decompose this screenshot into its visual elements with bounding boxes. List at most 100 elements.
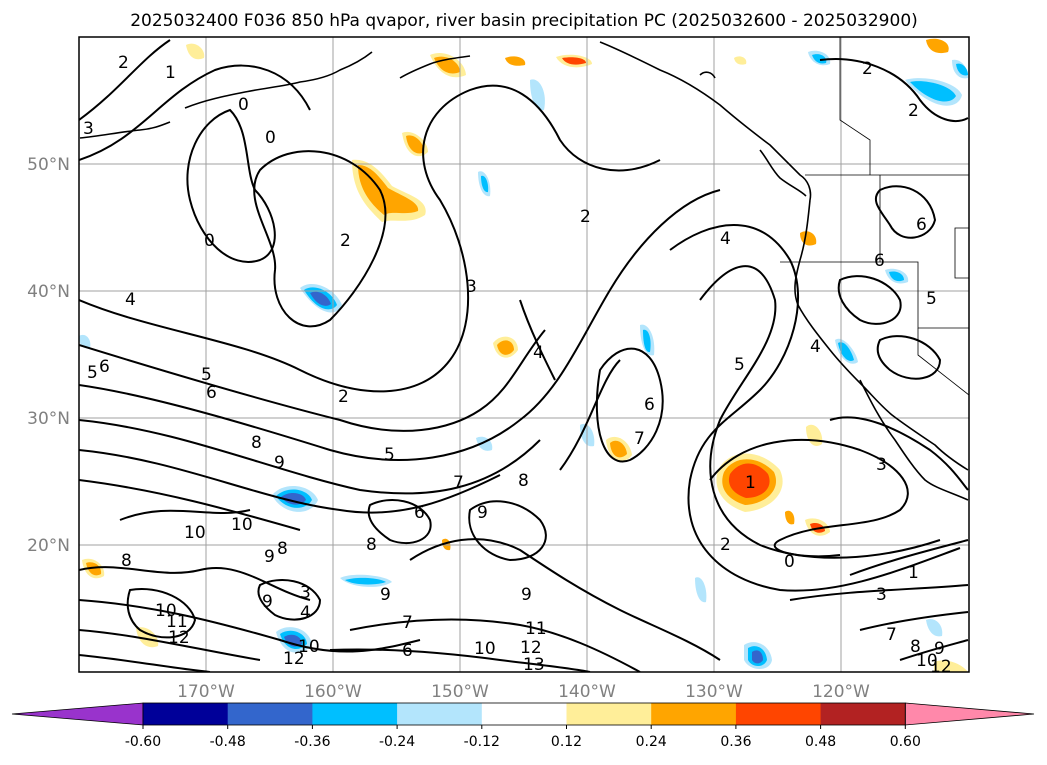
negative-anomaly-patch [926, 618, 943, 637]
lat-label: 40°N [27, 282, 70, 302]
negative-anomaly-patch [812, 54, 827, 64]
colorbar-frame [142, 702, 906, 726]
contour-label: 9 [934, 639, 945, 659]
positive-anomaly-patch [358, 165, 419, 215]
colorbar: -0.60 -0.48 -0.36 -0.24 -0.12 0.12 0.24 0.36 0.4… [11, 702, 1035, 750]
contour-label: 7 [402, 613, 413, 633]
contour-label: 4 [533, 343, 544, 363]
contour-label: 11 [166, 612, 188, 632]
contour-label: 7 [453, 473, 464, 493]
contour-label: 5 [734, 355, 745, 375]
contour-label: 9 [380, 585, 391, 605]
contour-label: 1 [165, 63, 176, 83]
contour-label: 10 [298, 637, 320, 657]
contour-label: 4 [300, 603, 311, 623]
figure-title: 2025032400 F036 850 hPa qvapor, river ba… [130, 11, 918, 31]
contour-label: 10 [155, 601, 177, 621]
contour-label: 5 [384, 445, 395, 465]
positive-anomaly-patch [562, 57, 586, 65]
lon-label: 130°W [685, 682, 743, 702]
contour-label: 2 [340, 231, 351, 251]
colorbar-ticks: -0.60 -0.48 -0.36 -0.24 -0.12 0.12 0.24 0.36 0.4… [125, 725, 921, 750]
contour-label: 9 [274, 453, 285, 473]
contour-label: 2 [580, 207, 591, 227]
colorbar-segment [143, 703, 229, 725]
contour-label: 7 [634, 429, 645, 449]
negative-anomaly-patch [281, 493, 306, 505]
contour-label: 4 [810, 337, 821, 357]
contour-label: 8 [121, 551, 132, 571]
lon-label: 170°W [177, 682, 235, 702]
positive-anomaly-patch [136, 627, 159, 648]
contour-label: 1 [908, 563, 919, 583]
colorbar-segment [735, 703, 822, 725]
qvapor-contours [79, 39, 969, 672]
colorbar-tick-label: 0.36 [720, 734, 751, 750]
contour-label: 0 [784, 552, 795, 572]
lon-label: 120°W [812, 682, 870, 702]
colorbar-extend-high [904, 702, 1035, 726]
contour-label: 0 [204, 231, 215, 251]
contour-label: 3 [876, 455, 887, 475]
longitude-labels: 170°W 160°W 150°W 140°W 130°W 120°W [177, 682, 870, 702]
positive-anomaly-patch [86, 562, 102, 576]
colorbar-tick-label: 0.24 [636, 734, 667, 750]
negative-anomaly-patch [889, 271, 904, 282]
negative-anomaly-patch [345, 577, 386, 585]
contour-label: 4 [125, 290, 136, 310]
positive-anomaly-patch [497, 340, 514, 355]
positive-anomaly-patch [505, 56, 526, 66]
colorbar-tick-label: 0.60 [890, 734, 921, 750]
contour-label: 8 [910, 637, 921, 657]
contour-label: 6 [916, 215, 927, 235]
contour-label: 9 [264, 547, 275, 567]
contour-label: 6 [402, 641, 413, 661]
latitude-labels: 50°N 40°N 30°N 20°N [27, 155, 70, 556]
positive-anomaly-patch [610, 440, 627, 458]
contour-label: 9 [521, 585, 532, 605]
colorbar-segment [566, 703, 652, 725]
contour-label: 8 [277, 539, 288, 559]
contour-labels: 2 1 0 0 3 2 0 2 3 4 4 5 6 5 6 2 8 9 10 1… [83, 53, 952, 677]
negative-anomaly-patch [838, 342, 854, 361]
contour-label: 12 [168, 628, 190, 648]
negative-anomaly-patch [643, 329, 651, 353]
contour-label: 3 [83, 119, 94, 139]
contour-label: 6 [206, 383, 217, 403]
contour-label: 5 [926, 289, 937, 309]
colorbar-tick-label: 0.48 [805, 734, 836, 750]
positive-anomaly-patch [728, 463, 770, 498]
contour-label: 2 [720, 535, 731, 555]
contour-label: 12 [520, 638, 542, 658]
contour-label: 8 [366, 535, 377, 555]
contour-label: 2 [908, 101, 919, 121]
contour-label: 3 [876, 585, 887, 605]
contour-label: 11 [525, 619, 547, 639]
contour-label: 12 [930, 657, 952, 677]
contour-label: 5 [201, 365, 212, 385]
colorbar-segment [481, 703, 567, 725]
colorbar-segment [397, 703, 483, 725]
colorbar-tick-label: 0.12 [551, 734, 582, 750]
graticule [79, 37, 969, 672]
contour-label: 1 [745, 473, 756, 493]
colorbar-tick-label: -0.48 [210, 734, 246, 750]
contour-label: 2 [862, 59, 873, 79]
lon-label: 150°W [431, 682, 489, 702]
contour-label: 8 [518, 471, 529, 491]
contour-label: 6 [874, 251, 885, 271]
colorbar-segment [227, 703, 313, 725]
contour-label: 10 [474, 639, 496, 659]
contour-label: 6 [644, 395, 655, 415]
map-frame [78, 36, 970, 673]
lon-label: 160°W [304, 682, 362, 702]
lat-label: 20°N [27, 536, 70, 556]
colorbar-segments [11, 702, 1035, 726]
positive-anomaly-patch [785, 510, 795, 525]
colorbar-segment [820, 703, 906, 725]
map-panel: 2 1 0 0 3 2 0 2 3 4 4 5 6 5 6 2 8 9 10 1… [78, 36, 970, 677]
contour-label: 9 [262, 592, 273, 612]
coastlines [79, 41, 969, 501]
contour-label: 5 [87, 363, 98, 383]
political-borders [780, 37, 969, 396]
